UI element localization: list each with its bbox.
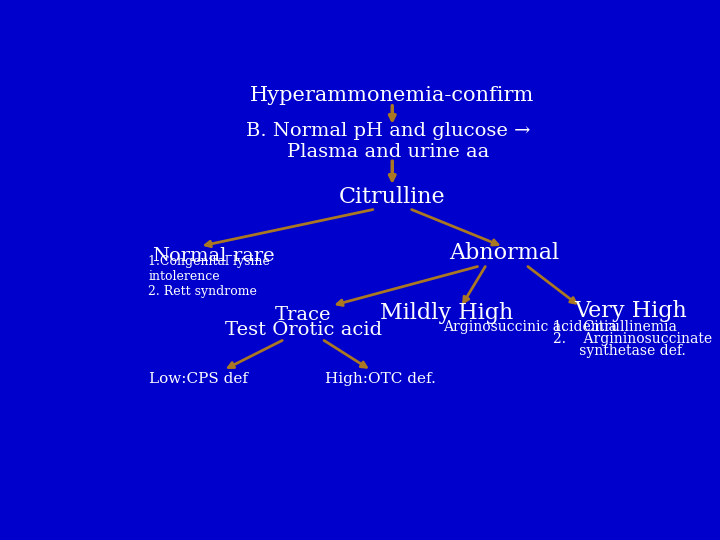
Text: Citrulline: Citrulline — [339, 186, 446, 208]
Text: High:OTC def.: High:OTC def. — [325, 372, 436, 386]
Text: Low:CPS def: Low:CPS def — [149, 372, 248, 386]
Text: Arginosuccinic acidemia: Arginosuccinic acidemia — [443, 320, 616, 334]
Text: Normal-rare: Normal-rare — [152, 247, 274, 265]
Text: B. Normal pH and glucose →
Plasma and urine aa: B. Normal pH and glucose → Plasma and ur… — [246, 123, 531, 161]
Text: Abnormal: Abnormal — [449, 242, 559, 265]
Text: Mildly High: Mildly High — [380, 302, 513, 324]
Text: 1.Congenital lysine
intolerence
2. Rett syndrome: 1.Congenital lysine intolerence 2. Rett … — [148, 255, 270, 298]
Text: Hyperammonemia-confirm: Hyperammonemia-confirm — [250, 86, 534, 105]
Text: 1.    Citrullinemia: 1. Citrullinemia — [553, 320, 677, 334]
Text: Very High: Very High — [575, 300, 687, 322]
Text: synthetase def.: synthetase def. — [553, 344, 685, 358]
Text: Trace: Trace — [275, 306, 331, 324]
Text: Test Orotic acid: Test Orotic acid — [225, 321, 382, 339]
Text: 2.    Argininosuccinate: 2. Argininosuccinate — [553, 332, 712, 346]
